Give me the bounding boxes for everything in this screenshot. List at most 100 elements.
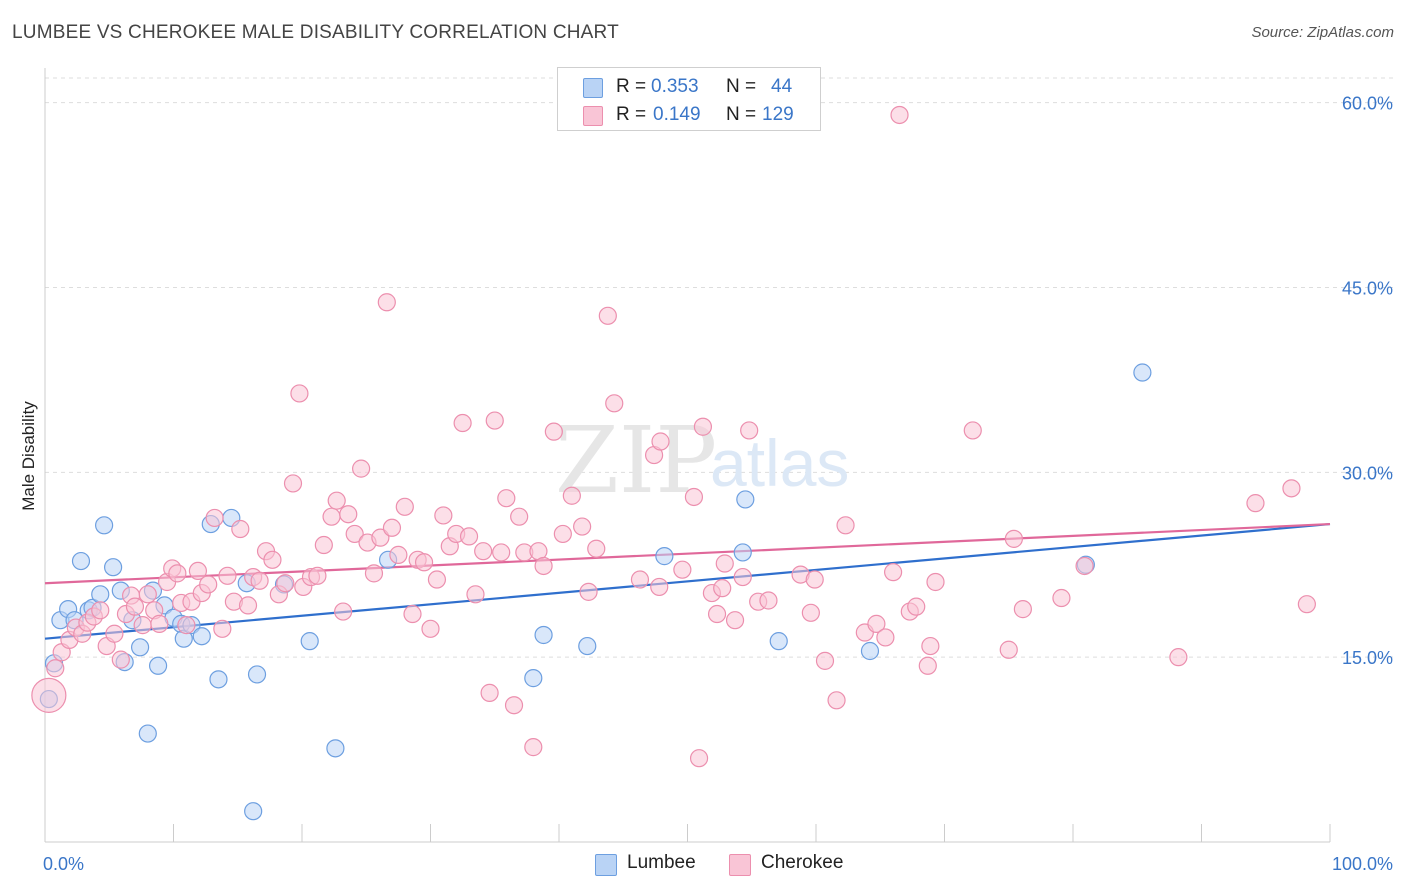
cherokee-point [544,422,563,441]
x-tick-label: 0.0% [43,854,84,874]
cherokee-point [579,582,598,601]
lumbee-point [1133,363,1152,382]
cherokee-point [414,553,434,572]
lumbee-point [736,490,755,509]
cherokee-point [562,486,581,505]
cherokee-point [111,650,130,669]
cherokee-point [1297,595,1316,614]
cherokee-point [168,564,187,583]
cherokee-point [713,579,732,598]
cherokee-point [963,421,982,440]
cherokee-point [630,570,650,589]
cherokee-point [605,394,624,413]
source-label: Source: ZipAtlas.com [1251,24,1394,41]
cherokee-point [921,636,940,656]
cherokee-point [485,411,504,430]
legend-label: Cherokee [761,852,844,873]
lumbee-point [769,632,788,651]
cherokee-point [1169,648,1188,667]
cherokee-point [345,524,364,544]
legend-row-cherokee: R = 0.149 N = 129 [558,102,820,130]
r-value: 0.149 [653,104,701,125]
y-tick-label: 45.0% [1342,278,1393,298]
n-value: 44 [771,76,793,97]
cherokee-point [1246,494,1265,513]
cherokee-point [133,616,152,635]
cherokee-point [805,570,824,589]
cherokee-point [150,614,169,633]
lumbee-point [91,585,110,604]
cherokee-point [334,602,353,621]
lumbee-point [192,627,211,646]
cherokee-swatch [583,106,603,126]
cherokee-point [587,539,606,558]
cherokee-point [327,491,346,510]
lumbee-point [534,625,553,645]
cherokee-point [290,384,309,403]
cherokee-point [352,459,371,478]
cherokee-point [199,575,218,594]
lumbee-point [244,802,263,821]
cherokee-point [283,474,303,493]
cherokee-point [31,677,67,713]
lumbee-swatch [595,854,617,876]
cherokee-point [759,591,778,610]
cherokee-point [389,545,408,564]
y-tick-label: 30.0% [1342,463,1393,483]
cherokee-point [689,749,709,768]
cherokee-point [105,624,124,643]
watermark: ZIP atlas [555,407,849,514]
lumbee-swatch [583,78,603,98]
r-value: 0.353 [651,76,699,97]
cherokee-point [218,566,237,585]
cherokee-point [371,528,390,547]
cherokee-point [308,566,327,585]
r-label: R = [616,104,647,125]
cherokee-point [427,570,447,589]
cherokee-point [434,506,453,525]
cherokee-point [125,597,145,616]
cherokee-point [497,489,516,508]
y-tick-label: 60.0% [1342,94,1393,114]
cherokee-point [815,651,835,670]
watermark-atlas: atlas [710,426,849,500]
cherokee-point [188,561,208,581]
lumbee-point [578,636,597,656]
y-axis-label: Male Disability [19,401,38,511]
lumbee-point [95,516,114,535]
cherokee-point [276,574,295,593]
cherokee-point [673,560,692,579]
x-tick-label: 100.0% [1332,854,1393,874]
cherokee-point [263,550,282,569]
data-points [31,105,1316,821]
cherokee-point [205,508,224,528]
correlation-legend: R = 0.353 N = 44 R = 0.149 N = 129 [557,67,821,131]
lumbee-point [655,547,674,566]
tick-labels: 15.0% 30.0% 45.0% 60.0% 0.0% 100.0% [43,94,1393,874]
cherokee-point [1282,479,1301,498]
cherokee-point [1004,529,1023,548]
cherokee-point [1075,556,1094,576]
cherokee-point [836,516,855,535]
cherokee-point [650,577,669,597]
lumbee-point [138,724,157,743]
lumbee-point [860,641,880,661]
r-label: R = [616,76,647,97]
cherokee-swatch [729,854,751,876]
cherokee-point [553,524,572,544]
cherokee-point [322,507,341,526]
cherokee-point [231,519,250,539]
lumbee-point [733,543,752,562]
cherokee-point [504,696,524,715]
cherokee-point [733,567,752,587]
cherokee-point [598,306,617,325]
cherokee-point [403,604,422,624]
cherokee-point [453,413,472,433]
cherokee-point [459,527,479,546]
legend-label: Lumbee [627,852,696,873]
lumbee-point [130,638,150,657]
cherokee-point [693,417,713,436]
cherokee-point [651,432,670,451]
cherokee-point [573,517,592,536]
